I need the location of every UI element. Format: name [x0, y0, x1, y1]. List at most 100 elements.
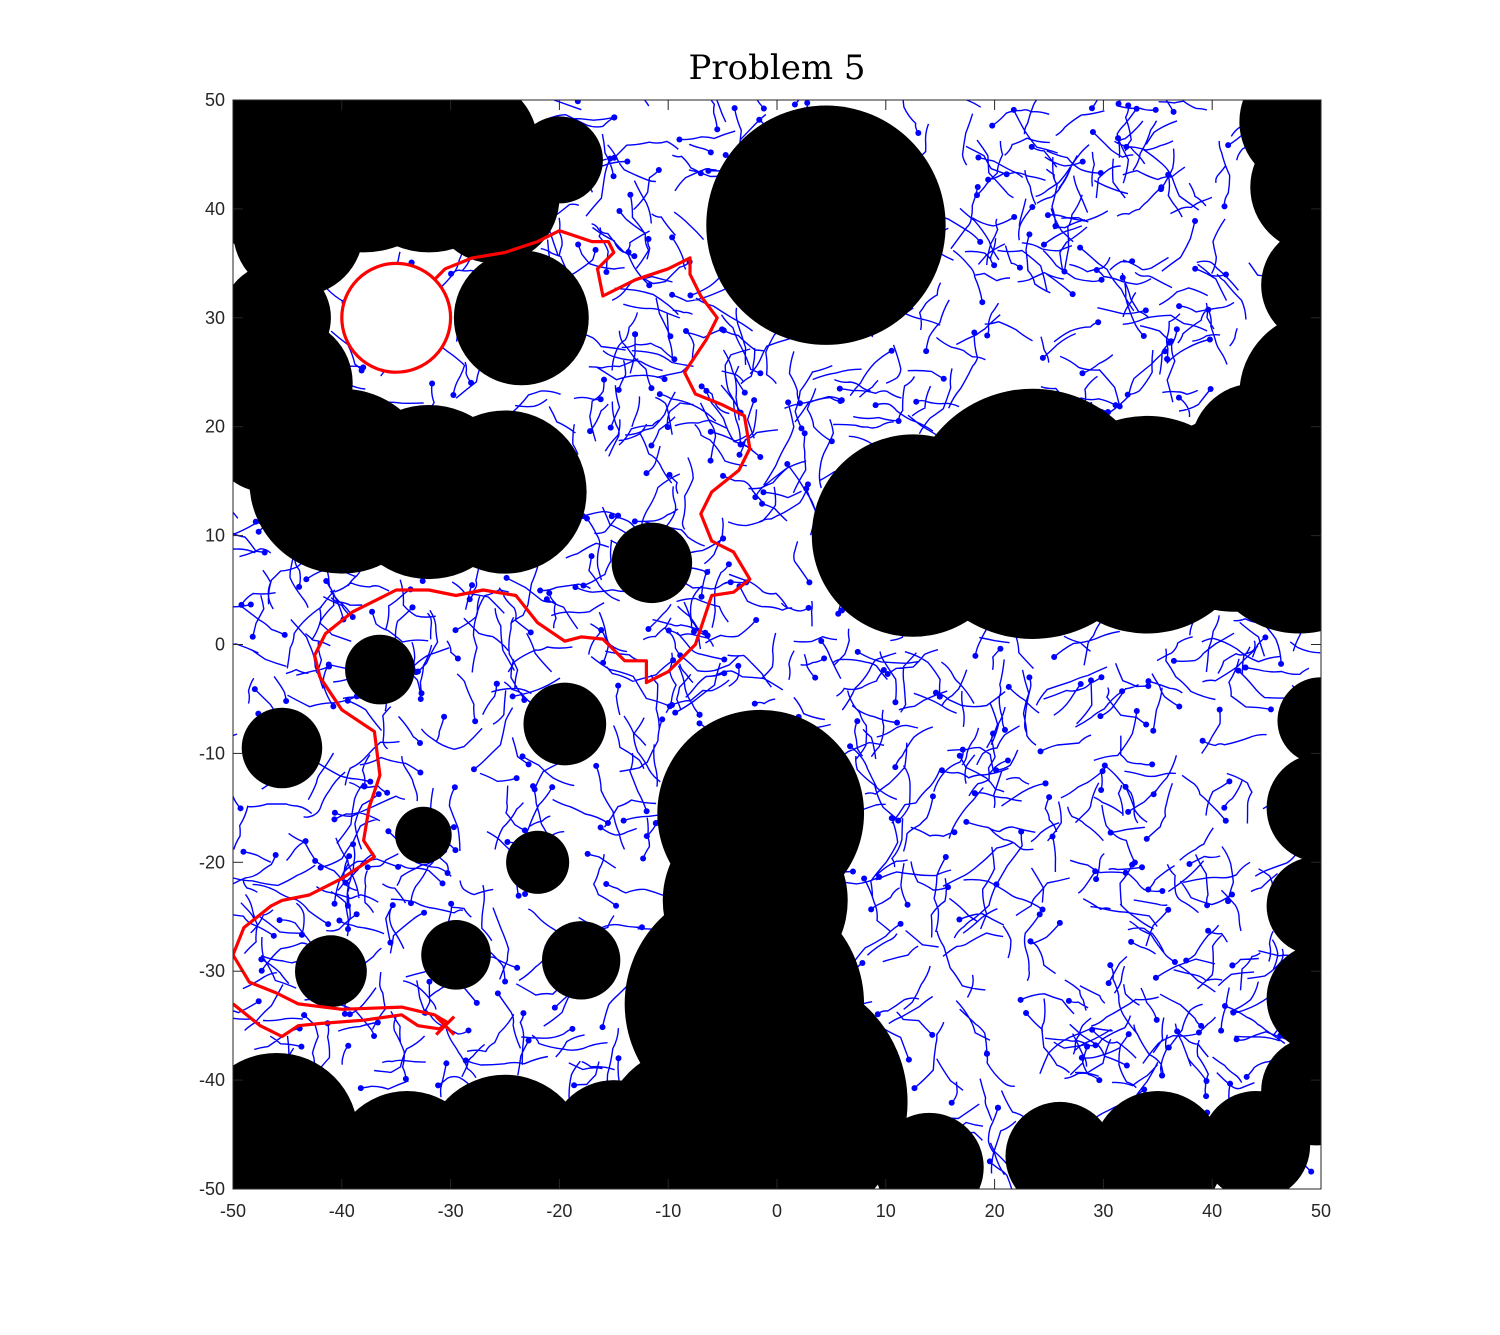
- tree-node: [1037, 748, 1044, 755]
- obstacle-circle: [453, 250, 589, 386]
- tree-node: [849, 868, 856, 875]
- tree-node: [948, 1099, 955, 1106]
- tree-node: [1096, 1077, 1103, 1084]
- tree-node: [1093, 266, 1100, 273]
- tree-node: [600, 659, 607, 666]
- tree-node: [521, 827, 528, 834]
- tree-node: [1225, 142, 1232, 149]
- tree-node: [350, 841, 357, 848]
- obstacle-circle: [1266, 944, 1321, 1053]
- tree-node: [938, 767, 945, 774]
- tree-node: [936, 693, 943, 700]
- tree-node: [1141, 1086, 1148, 1093]
- tree-node: [1128, 938, 1135, 945]
- tree-node: [584, 850, 591, 857]
- tree-node: [631, 518, 638, 525]
- tree-node: [661, 376, 668, 383]
- tree-node: [344, 697, 351, 704]
- tree-node: [1138, 864, 1145, 871]
- tree-node: [364, 864, 371, 871]
- tree-node: [721, 670, 728, 677]
- tree-node: [255, 528, 262, 535]
- tree-node: [367, 778, 374, 785]
- tree-node: [760, 105, 767, 112]
- tree-node: [444, 869, 451, 876]
- tree-node: [402, 1075, 409, 1082]
- tree-node: [836, 385, 843, 392]
- tree-node: [666, 471, 673, 478]
- obstacle-circle: [421, 920, 491, 990]
- x-tick-label: -50: [220, 1201, 246, 1221]
- tree-node: [821, 655, 828, 662]
- tree-node: [854, 648, 861, 655]
- tree-node: [1243, 1073, 1250, 1080]
- tree-node: [345, 1042, 352, 1049]
- tree-node: [255, 998, 262, 1005]
- tree-node: [599, 1024, 606, 1031]
- tree-node: [956, 916, 963, 923]
- tree-node: [991, 262, 998, 269]
- tree-node: [977, 238, 984, 245]
- tree-node: [972, 652, 979, 659]
- tree-node: [514, 964, 521, 971]
- tree-node: [572, 584, 579, 591]
- tree-node: [1016, 264, 1023, 271]
- tree-node: [956, 752, 963, 759]
- tree-node: [1192, 218, 1199, 225]
- tree-node: [1229, 962, 1236, 969]
- tree-node: [346, 853, 353, 860]
- tree-node: [994, 1104, 1001, 1111]
- tree-node: [326, 663, 333, 670]
- tree-node: [1017, 996, 1024, 1003]
- tree-node: [847, 743, 854, 750]
- tree-node: [1098, 674, 1105, 681]
- tree-node: [1165, 171, 1172, 178]
- tree-node: [1221, 203, 1228, 210]
- x-tick-label: 0: [772, 1201, 782, 1221]
- tree-node: [1207, 385, 1214, 392]
- obstacle-circle: [1092, 1091, 1224, 1189]
- x-tick-label: 50: [1311, 1201, 1331, 1221]
- tree-node: [1089, 129, 1096, 136]
- tree-node: [1229, 891, 1236, 898]
- tree-node: [1166, 339, 1173, 346]
- tree-node: [1221, 804, 1228, 811]
- tree-node: [468, 379, 475, 386]
- tree-node: [1308, 1168, 1315, 1175]
- tree-node: [888, 815, 895, 822]
- tree-node: [504, 838, 511, 845]
- tree-node: [252, 518, 259, 525]
- tree-node: [720, 472, 727, 479]
- tree-node: [671, 356, 678, 363]
- tree-node: [1079, 158, 1086, 165]
- tree-node: [669, 234, 676, 241]
- tree-node: [1098, 276, 1105, 283]
- tree-node: [859, 959, 866, 966]
- tree-node: [986, 1158, 993, 1165]
- tree-node: [894, 719, 901, 726]
- tree-node: [1149, 761, 1156, 768]
- tree-node: [806, 579, 813, 586]
- tree-node: [698, 593, 705, 600]
- tree-node: [1145, 678, 1152, 685]
- tree-node: [454, 655, 461, 662]
- tree-node: [1084, 1043, 1091, 1050]
- tree-node: [1204, 902, 1211, 909]
- tree-node: [720, 535, 727, 542]
- tree-node: [736, 451, 743, 458]
- tree-node: [737, 441, 744, 448]
- tree-node: [325, 921, 332, 928]
- tree-node: [1115, 100, 1122, 107]
- tree-node: [983, 1050, 990, 1057]
- tree-node: [1205, 306, 1212, 313]
- tree-node: [625, 249, 632, 256]
- tree-node: [1026, 231, 1033, 238]
- tree-node: [296, 583, 303, 590]
- tree-node: [1077, 680, 1084, 687]
- tree-node: [249, 633, 256, 640]
- tree-node: [645, 625, 652, 632]
- tree-node: [670, 657, 677, 664]
- tree-node: [803, 485, 810, 492]
- tree-node: [1159, 1072, 1166, 1079]
- y-tick-label: 30: [205, 308, 225, 328]
